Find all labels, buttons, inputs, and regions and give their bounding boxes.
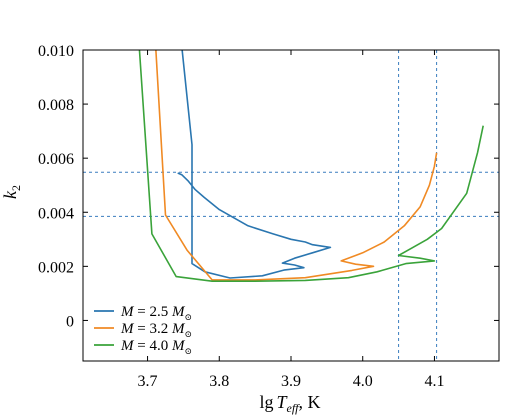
x-axis-label-var: T xyxy=(277,392,289,412)
series-line-0 xyxy=(177,50,332,279)
legend-label-0: M = 2.5 M⊙ xyxy=(120,304,192,322)
x-axis-label-sub: eff xyxy=(287,401,301,415)
y-tick-label: 0 xyxy=(66,313,74,330)
series-lines xyxy=(138,50,484,283)
y-axis-label: k2 xyxy=(0,185,23,199)
y-tick-label: 0.004 xyxy=(38,205,74,222)
y-tick-label: 0.006 xyxy=(38,151,74,168)
x-tick-label: 4.1 xyxy=(424,373,444,390)
x-tick-label: 4.0 xyxy=(353,373,373,390)
series-line-1 xyxy=(155,50,438,281)
x-axis-label: lg Teff, K xyxy=(259,392,320,415)
reference-lines xyxy=(83,50,499,361)
axis-ticks: 3.7 3.8 3.9 4.0 4.1 0 0.002 0.004 0.006 0.008 0.01… xyxy=(38,43,499,390)
x-tick-label: 3.8 xyxy=(209,373,229,390)
y-tick-label: 0.010 xyxy=(38,43,74,60)
series-line-2 xyxy=(138,50,484,283)
y-tick-label: 0.008 xyxy=(38,97,74,114)
y-tick-label: 0.002 xyxy=(38,259,74,276)
x-tick-label: 3.7 xyxy=(138,373,158,390)
x-tick-label: 3.9 xyxy=(281,373,301,390)
legend-label-2: M = 4.0 M⊙ xyxy=(120,338,192,356)
y-axis-label-var: k xyxy=(0,190,20,199)
legend-label-1: M = 3.2 M⊙ xyxy=(120,321,192,339)
y-axis-label-sub: 2 xyxy=(9,185,23,191)
x-axis-label-prefix: lg xyxy=(259,392,273,412)
legend: M = 2.5 M⊙M = 3.2 M⊙M = 4.0 M⊙ xyxy=(94,304,192,356)
x-axis-label-suffix: , K xyxy=(299,392,321,412)
